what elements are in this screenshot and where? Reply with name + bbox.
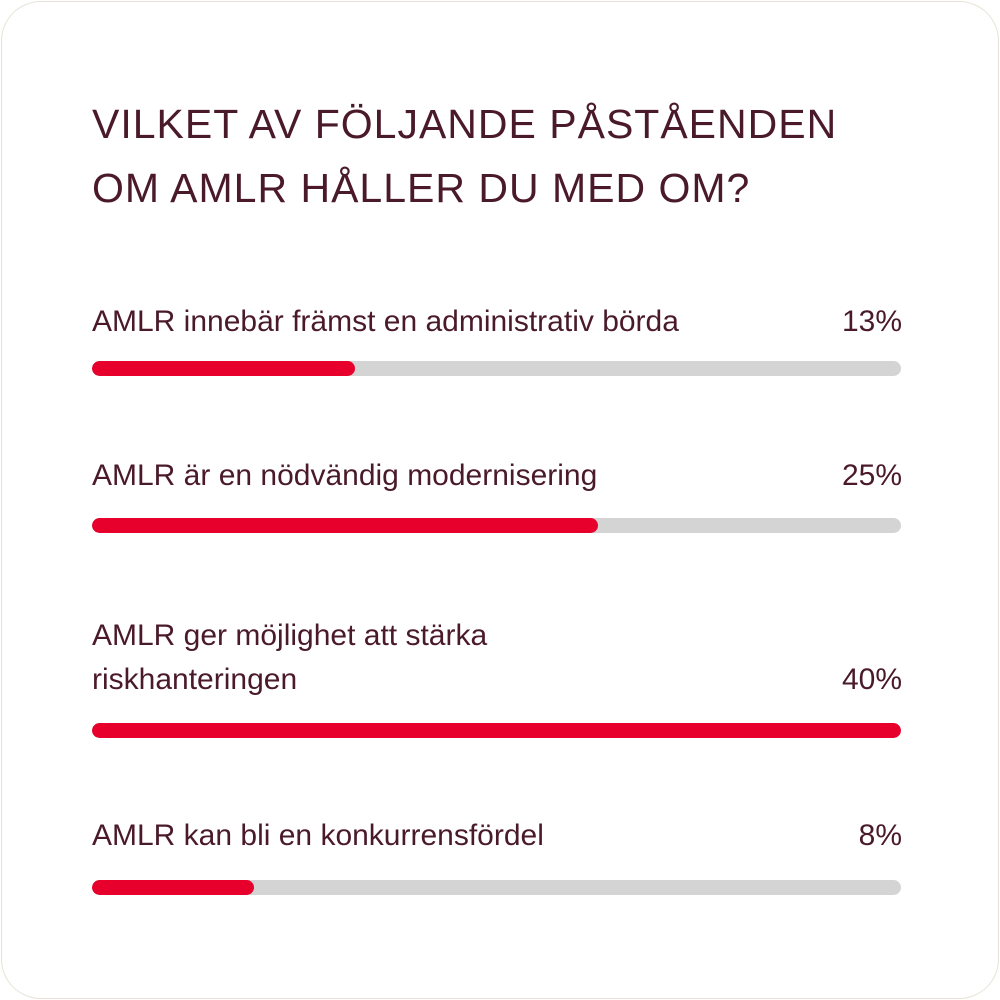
option-label: AMLR innebär främst en administrativ bör… bbox=[92, 305, 679, 338]
option-percent: 40% bbox=[841, 663, 902, 696]
bar-track bbox=[92, 880, 901, 895]
poll-title: VILKET AV FÖLJANDE PÅSTÅENDEN OM AMLR HÅ… bbox=[92, 101, 838, 211]
bar bbox=[92, 880, 254, 895]
option-label: AMLR kan bli en konkurrensfördel bbox=[92, 819, 544, 852]
option-percent: 25% bbox=[841, 459, 902, 492]
option-label: AMLR ger möjlighet att stärka riskhanter… bbox=[92, 619, 488, 696]
option-label: AMLR är en nödvändig modernisering bbox=[92, 459, 598, 492]
option-percent: 8% bbox=[858, 819, 902, 852]
bar bbox=[92, 723, 901, 738]
bar-track bbox=[92, 361, 901, 376]
bar-track bbox=[92, 518, 901, 533]
bar bbox=[92, 361, 355, 376]
bar bbox=[92, 518, 598, 533]
option-percent: 13% bbox=[841, 305, 902, 338]
bar-track bbox=[92, 723, 901, 738]
